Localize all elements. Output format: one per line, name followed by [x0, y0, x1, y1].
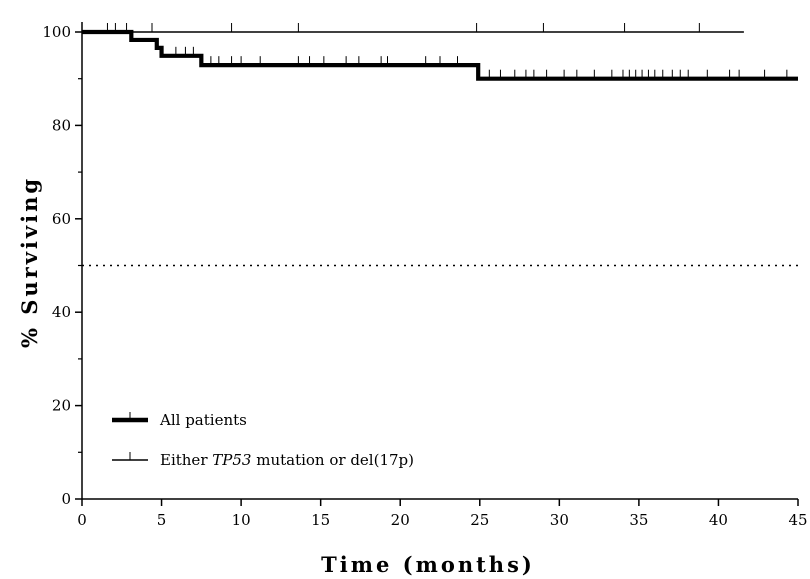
x-tick-label: 25: [470, 511, 489, 529]
legend-label-tp53: Either TP53 mutation or del(17p): [160, 451, 414, 469]
y-tick-label: 20: [52, 397, 71, 415]
x-tick-label: 40: [709, 511, 728, 529]
x-tick-label: 45: [788, 511, 807, 529]
y-tick-label: 80: [52, 116, 71, 134]
y-tick-label: 100: [42, 23, 71, 41]
x-axis-title: Time (months): [321, 552, 535, 577]
y-tick-label: 60: [52, 210, 71, 228]
y-tick-label: 0: [61, 490, 71, 508]
legend: All patients Either TP53 mutation or del…: [112, 411, 414, 469]
x-tick-label: 5: [157, 511, 167, 529]
x-tick-label: 10: [232, 511, 251, 529]
series-group: [82, 23, 798, 81]
survival-curve-all-patients: [82, 29, 798, 81]
y-axis-title: % Surviving: [17, 176, 42, 348]
y-tick-label: 40: [52, 303, 71, 321]
y-axis-ticks: 0 20 40 60 80 100: [42, 23, 82, 508]
legend-label-all-patients: All patients: [159, 411, 247, 429]
x-tick-label: 15: [311, 511, 330, 529]
x-axis-ticks: 0 5 10 15 20 25 30 35 40 45: [77, 499, 808, 529]
x-tick-label: 0: [77, 511, 87, 529]
x-tick-label: 35: [629, 511, 648, 529]
x-tick-label: 20: [391, 511, 410, 529]
x-tick-label: 30: [550, 511, 569, 529]
